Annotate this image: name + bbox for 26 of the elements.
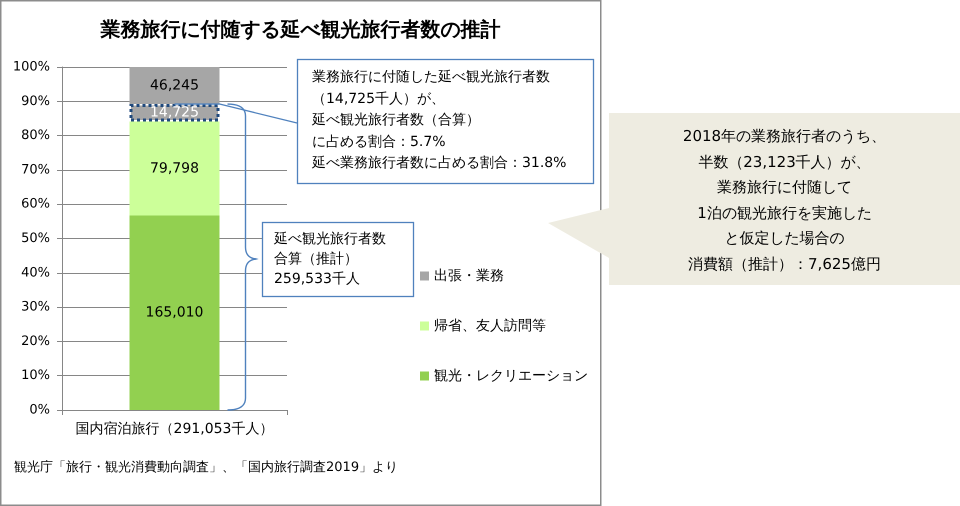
y-tick-label: 70% xyxy=(21,162,50,178)
legend-label: 観光・レクリエーション xyxy=(434,368,588,384)
legend-label: 出張・業務 xyxy=(434,268,504,284)
y-tick-label: 40% xyxy=(21,265,50,280)
bar xyxy=(130,216,220,410)
y-tick-label: 90% xyxy=(21,94,50,109)
y-tick-label: 0% xyxy=(29,402,50,418)
x-tick-label: 国内宿泊旅行（291,053千人） xyxy=(76,421,274,437)
annotation: 165,010 xyxy=(146,304,204,322)
chart-title: 業務旅行に付随する延べ観光旅行者数の推計 xyxy=(100,17,500,41)
y-tick-label: 20% xyxy=(21,334,50,349)
y-tick-label: 50% xyxy=(21,231,50,246)
y-tick-label: 10% xyxy=(21,368,50,384)
bar xyxy=(130,122,220,216)
y-tick-label: 30% xyxy=(21,300,50,315)
text: 2018年の業務旅行者のうち、半数（23,123千人）が、業務旅行に付随して1泊の観光旅行を実施したと仮定した場合の消費額（推計）：7,625億円 xyxy=(682,126,888,275)
text: 観光庁「旅行・観光消費動向調査」、「国内旅行調査2019」より xyxy=(14,459,400,477)
legend-label: 帰省、友人訪問等 xyxy=(434,318,546,334)
y-tick-label: 80% xyxy=(21,128,50,144)
annotation: 延べ観光旅行者数合算（推計）259,533千人 xyxy=(273,230,387,289)
annotation: 14,725 xyxy=(150,104,199,122)
annotation: 79,798 xyxy=(150,160,199,177)
annotation: 業務旅行に付随した延べ観光旅行者数（14,725千人）が、延べ観光旅行者数（合算）に占める割合：5.7%延べ業務旅行者数に占める割合：31.8% xyxy=(311,68,568,173)
y-tick-label: 100% xyxy=(12,60,50,74)
y-tick-label: 60% xyxy=(21,196,50,212)
annotation: 46,245 xyxy=(150,77,199,94)
